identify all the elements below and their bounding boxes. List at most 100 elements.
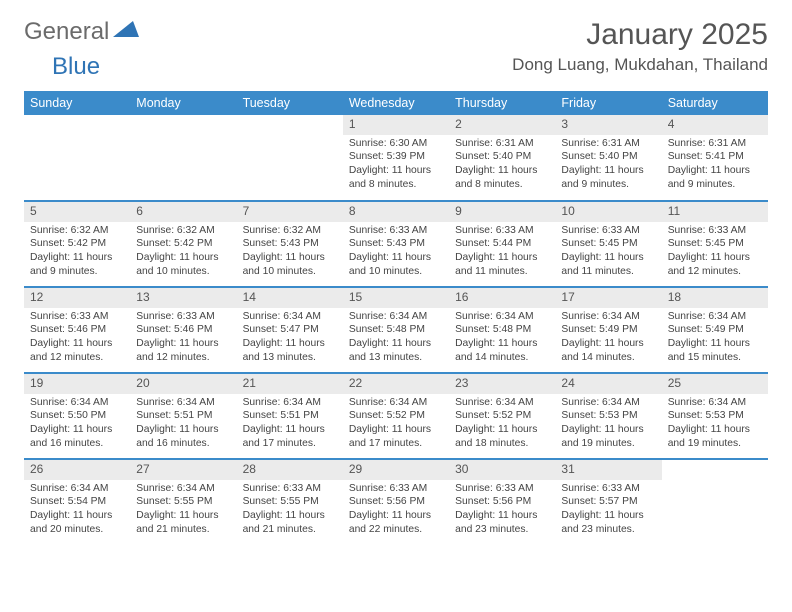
calendar-cell: 2Sunrise: 6:31 AMSunset: 5:40 PMDaylight… bbox=[449, 115, 555, 201]
day-body: Sunrise: 6:33 AMSunset: 5:55 PMDaylight:… bbox=[237, 480, 343, 540]
weekday-header: Sunday bbox=[24, 91, 130, 115]
daylight-line: Daylight: 11 hours and 18 minutes. bbox=[455, 423, 549, 450]
sunset-line: Sunset: 5:42 PM bbox=[136, 237, 230, 251]
calendar-cell: 31Sunrise: 6:33 AMSunset: 5:57 PMDayligh… bbox=[555, 459, 661, 545]
day-body: Sunrise: 6:34 AMSunset: 5:54 PMDaylight:… bbox=[24, 480, 130, 540]
daylight-line: Daylight: 11 hours and 13 minutes. bbox=[243, 337, 337, 364]
sunrise-line: Sunrise: 6:33 AM bbox=[30, 310, 124, 324]
day-number: 2 bbox=[449, 115, 555, 135]
day-body: Sunrise: 6:34 AMSunset: 5:52 PMDaylight:… bbox=[449, 394, 555, 454]
day-body: Sunrise: 6:34 AMSunset: 5:47 PMDaylight:… bbox=[237, 308, 343, 368]
day-body: Sunrise: 6:33 AMSunset: 5:46 PMDaylight:… bbox=[130, 308, 236, 368]
daylight-line: Daylight: 11 hours and 14 minutes. bbox=[561, 337, 655, 364]
daylight-line: Daylight: 11 hours and 13 minutes. bbox=[349, 337, 443, 364]
sunrise-line: Sunrise: 6:33 AM bbox=[561, 224, 655, 238]
sunset-line: Sunset: 5:52 PM bbox=[455, 409, 549, 423]
calendar-cell: 21Sunrise: 6:34 AMSunset: 5:51 PMDayligh… bbox=[237, 373, 343, 459]
sunrise-line: Sunrise: 6:34 AM bbox=[349, 396, 443, 410]
day-number: 15 bbox=[343, 288, 449, 308]
daylight-line: Daylight: 11 hours and 10 minutes. bbox=[349, 251, 443, 278]
calendar-cell: 20Sunrise: 6:34 AMSunset: 5:51 PMDayligh… bbox=[130, 373, 236, 459]
day-body: Sunrise: 6:34 AMSunset: 5:48 PMDaylight:… bbox=[343, 308, 449, 368]
day-body: Sunrise: 6:33 AMSunset: 5:56 PMDaylight:… bbox=[343, 480, 449, 540]
sunset-line: Sunset: 5:43 PM bbox=[243, 237, 337, 251]
day-number: 19 bbox=[24, 374, 130, 394]
daylight-line: Daylight: 11 hours and 10 minutes. bbox=[136, 251, 230, 278]
daylight-line: Daylight: 11 hours and 23 minutes. bbox=[561, 509, 655, 536]
calendar-table: SundayMondayTuesdayWednesdayThursdayFrid… bbox=[24, 91, 768, 545]
daylight-line: Daylight: 11 hours and 10 minutes. bbox=[243, 251, 337, 278]
day-number: 4 bbox=[662, 115, 768, 135]
day-body: Sunrise: 6:33 AMSunset: 5:43 PMDaylight:… bbox=[343, 222, 449, 282]
daylight-line: Daylight: 11 hours and 12 minutes. bbox=[136, 337, 230, 364]
sunset-line: Sunset: 5:56 PM bbox=[349, 495, 443, 509]
sunset-line: Sunset: 5:51 PM bbox=[136, 409, 230, 423]
sunrise-line: Sunrise: 6:34 AM bbox=[30, 482, 124, 496]
weekday-header: Friday bbox=[555, 91, 661, 115]
daylight-line: Daylight: 11 hours and 20 minutes. bbox=[30, 509, 124, 536]
day-body: Sunrise: 6:34 AMSunset: 5:53 PMDaylight:… bbox=[662, 394, 768, 454]
calendar-head: SundayMondayTuesdayWednesdayThursdayFrid… bbox=[24, 91, 768, 115]
weekday-header: Saturday bbox=[662, 91, 768, 115]
sunrise-line: Sunrise: 6:33 AM bbox=[349, 224, 443, 238]
daylight-line: Daylight: 11 hours and 9 minutes. bbox=[561, 164, 655, 191]
day-number: 10 bbox=[555, 202, 661, 222]
day-number: 8 bbox=[343, 202, 449, 222]
calendar-row: 5Sunrise: 6:32 AMSunset: 5:42 PMDaylight… bbox=[24, 201, 768, 287]
day-body: Sunrise: 6:34 AMSunset: 5:49 PMDaylight:… bbox=[662, 308, 768, 368]
daylight-line: Daylight: 11 hours and 16 minutes. bbox=[30, 423, 124, 450]
sunset-line: Sunset: 5:45 PM bbox=[668, 237, 762, 251]
sunset-line: Sunset: 5:53 PM bbox=[668, 409, 762, 423]
day-body: Sunrise: 6:33 AMSunset: 5:44 PMDaylight:… bbox=[449, 222, 555, 282]
daylight-line: Daylight: 11 hours and 16 minutes. bbox=[136, 423, 230, 450]
calendar-cell: 4Sunrise: 6:31 AMSunset: 5:41 PMDaylight… bbox=[662, 115, 768, 201]
daylight-line: Daylight: 11 hours and 19 minutes. bbox=[668, 423, 762, 450]
day-body: Sunrise: 6:33 AMSunset: 5:45 PMDaylight:… bbox=[555, 222, 661, 282]
day-body: Sunrise: 6:31 AMSunset: 5:40 PMDaylight:… bbox=[555, 135, 661, 195]
calendar-row: 1Sunrise: 6:30 AMSunset: 5:39 PMDaylight… bbox=[24, 115, 768, 201]
calendar-cell bbox=[237, 115, 343, 201]
daylight-line: Daylight: 11 hours and 21 minutes. bbox=[136, 509, 230, 536]
sunrise-line: Sunrise: 6:34 AM bbox=[243, 310, 337, 324]
logo-text-general: General bbox=[24, 18, 109, 46]
day-body: Sunrise: 6:33 AMSunset: 5:56 PMDaylight:… bbox=[449, 480, 555, 540]
day-body: Sunrise: 6:33 AMSunset: 5:45 PMDaylight:… bbox=[662, 222, 768, 282]
daylight-line: Daylight: 11 hours and 21 minutes. bbox=[243, 509, 337, 536]
calendar-cell bbox=[662, 459, 768, 545]
day-body: Sunrise: 6:34 AMSunset: 5:52 PMDaylight:… bbox=[343, 394, 449, 454]
day-number: 30 bbox=[449, 460, 555, 480]
sunset-line: Sunset: 5:50 PM bbox=[30, 409, 124, 423]
calendar-cell: 23Sunrise: 6:34 AMSunset: 5:52 PMDayligh… bbox=[449, 373, 555, 459]
sunrise-line: Sunrise: 6:33 AM bbox=[243, 482, 337, 496]
calendar-cell: 9Sunrise: 6:33 AMSunset: 5:44 PMDaylight… bbox=[449, 201, 555, 287]
day-number: 6 bbox=[130, 202, 236, 222]
sunrise-line: Sunrise: 6:34 AM bbox=[30, 396, 124, 410]
sunset-line: Sunset: 5:49 PM bbox=[561, 323, 655, 337]
weekday-header: Monday bbox=[130, 91, 236, 115]
daylight-line: Daylight: 11 hours and 17 minutes. bbox=[243, 423, 337, 450]
weekday-header: Thursday bbox=[449, 91, 555, 115]
day-body: Sunrise: 6:32 AMSunset: 5:43 PMDaylight:… bbox=[237, 222, 343, 282]
location: Dong Luang, Mukdahan, Thailand bbox=[512, 55, 768, 75]
calendar-cell: 19Sunrise: 6:34 AMSunset: 5:50 PMDayligh… bbox=[24, 373, 130, 459]
calendar-cell: 10Sunrise: 6:33 AMSunset: 5:45 PMDayligh… bbox=[555, 201, 661, 287]
logo: General bbox=[24, 18, 141, 46]
day-number: 11 bbox=[662, 202, 768, 222]
daylight-line: Daylight: 11 hours and 9 minutes. bbox=[30, 251, 124, 278]
calendar-cell: 30Sunrise: 6:33 AMSunset: 5:56 PMDayligh… bbox=[449, 459, 555, 545]
weekday-header: Tuesday bbox=[237, 91, 343, 115]
calendar-cell: 24Sunrise: 6:34 AMSunset: 5:53 PMDayligh… bbox=[555, 373, 661, 459]
daylight-line: Daylight: 11 hours and 22 minutes. bbox=[349, 509, 443, 536]
day-body: Sunrise: 6:34 AMSunset: 5:50 PMDaylight:… bbox=[24, 394, 130, 454]
calendar-cell: 15Sunrise: 6:34 AMSunset: 5:48 PMDayligh… bbox=[343, 287, 449, 373]
sunrise-line: Sunrise: 6:33 AM bbox=[668, 224, 762, 238]
day-number: 20 bbox=[130, 374, 236, 394]
sunset-line: Sunset: 5:43 PM bbox=[349, 237, 443, 251]
day-number: 5 bbox=[24, 202, 130, 222]
daylight-line: Daylight: 11 hours and 12 minutes. bbox=[30, 337, 124, 364]
calendar-cell: 27Sunrise: 6:34 AMSunset: 5:55 PMDayligh… bbox=[130, 459, 236, 545]
day-number: 18 bbox=[662, 288, 768, 308]
sunset-line: Sunset: 5:48 PM bbox=[349, 323, 443, 337]
daylight-line: Daylight: 11 hours and 15 minutes. bbox=[668, 337, 762, 364]
day-body: Sunrise: 6:34 AMSunset: 5:51 PMDaylight:… bbox=[237, 394, 343, 454]
